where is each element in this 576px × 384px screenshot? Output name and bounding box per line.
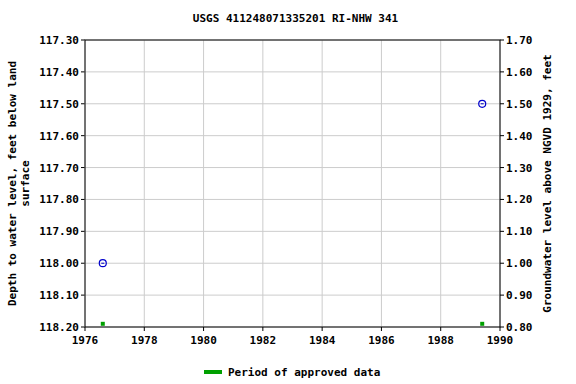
y-tick-label: 117.30 [39,34,79,47]
y2-tick-label: 1.40 [506,130,533,143]
tick [440,327,441,331]
point-center [481,103,484,104]
marks [99,100,485,326]
tick [81,167,85,168]
y-tick-label: 117.60 [39,130,79,143]
grid-line [322,40,323,327]
title: USGS 411248071335201 RI-NHW 341 [193,12,399,25]
tick [500,103,504,104]
grid-line [85,167,500,168]
point [479,100,486,107]
y2-tick-label: 1.60 [506,66,533,79]
y2-axis-label: Groundwater level above NGVD 1929, feet [541,54,554,312]
x-tick-label: 1982 [250,334,277,347]
grid-line [85,103,500,104]
y2-tick-label: 1.30 [506,162,533,175]
y-tick-label: 117.40 [39,66,79,79]
chart: 117.30 117.40 117.50 117.60 117.70 117.80 117.… [0,0,576,384]
legend-swatch [204,370,222,374]
tick [81,71,85,72]
tick [144,327,145,331]
y-tick-label: 117.50 [39,98,79,111]
y-tick-label: 118.00 [39,257,79,270]
tick [500,263,504,264]
tick [500,71,504,72]
tick [81,295,85,296]
y2-tick-label: 0.90 [506,289,533,302]
grid-line [85,135,500,136]
y-axis-label: Depth to water level, feet below landsur… [6,61,32,306]
y2-tick-label: 0.80 [506,321,533,334]
grid-line [144,40,145,327]
grid-line [262,40,263,327]
tick [81,231,85,232]
x-tick-label: 1980 [190,334,217,347]
point-center [101,263,104,264]
tick [81,135,85,136]
legend-label: Period of approved data [228,366,380,379]
y2-tick-label: 1.20 [506,193,533,206]
tick [262,327,263,331]
y-tick-label: 117.90 [39,225,79,238]
x-tick-label: 1990 [487,334,514,347]
x-tick-label: 1976 [72,334,99,347]
tick [500,199,504,200]
grid-line [381,40,382,327]
tick [81,327,85,328]
y-axis-label-line: surface [19,160,32,207]
y-axis-label-line: Depth to water level, feet below land [6,61,19,306]
tick [322,327,323,331]
tick [203,327,204,331]
tick [85,327,86,331]
tick [500,295,504,296]
tick [81,199,85,200]
y-tick-label: 117.80 [39,193,79,206]
y-tick-label: 118.10 [39,289,79,302]
x-tick-label: 1978 [131,334,158,347]
y2-tick-label: 1.10 [506,225,533,238]
tick [500,167,504,168]
grid-line [440,40,441,327]
tick [81,40,85,41]
tick [500,231,504,232]
tick [500,40,504,41]
y2-tick-label: 1.50 [506,98,533,111]
plot-bg [85,40,500,327]
grid-line [85,199,500,200]
y-tick-label: 117.70 [39,162,79,175]
grid-line [85,263,500,264]
tick [381,327,382,331]
plot-frame [85,40,500,327]
tick [500,135,504,136]
y2-tick-label: 1.70 [506,34,533,47]
tick [81,103,85,104]
grid-line [85,71,500,72]
tick [81,263,85,264]
grid-line [85,231,500,232]
point [99,260,106,267]
tick [500,327,504,328]
y2-tick-label: 1.00 [506,257,533,270]
y-tick-label: 118.20 [39,321,79,334]
x-tick-label: 1986 [368,334,395,347]
approval-mark [101,322,105,326]
x-tick-label: 1984 [309,334,336,347]
approval-mark [480,322,484,326]
tick [500,327,501,331]
x-tick-label: 1988 [427,334,454,347]
grid-line [85,295,500,296]
grid-line [203,40,204,327]
